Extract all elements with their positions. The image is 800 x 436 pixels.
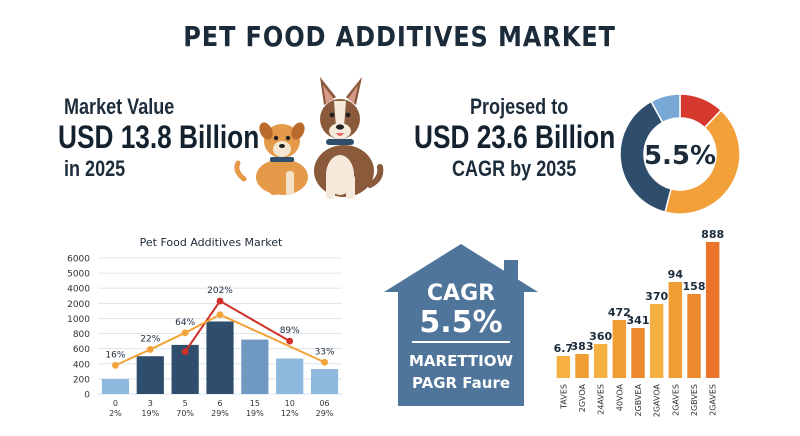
house-caption-line2: PAGR Faure <box>412 374 510 392</box>
x-tick-sublabel: 70% <box>176 409 194 418</box>
y-tick-label: 2000 <box>67 300 90 310</box>
x-tick-label: 2GVOA <box>578 383 587 412</box>
bar-value-label: 383 <box>571 340 594 353</box>
bar <box>649 304 664 378</box>
series-point <box>216 297 224 305</box>
house-chimney <box>504 260 518 286</box>
x-tick-label: 10 <box>285 399 295 408</box>
x-tick-label: 6 <box>217 399 222 408</box>
series-point <box>181 329 189 337</box>
y-tick-label: 800 <box>73 330 90 340</box>
bar <box>687 294 701 378</box>
x-tick-label: 2GAVES <box>671 384 680 416</box>
x-tick-label: 3 <box>148 399 153 408</box>
y-tick-label: 200 <box>73 375 90 385</box>
bar <box>575 354 589 378</box>
x-tick-label: 06 <box>319 399 329 408</box>
series-line <box>184 299 291 353</box>
series-point <box>321 358 328 366</box>
y-tick-label: 400 <box>73 360 90 370</box>
bar <box>101 378 130 394</box>
series-point <box>112 361 119 369</box>
x-tick-label: 24AVES <box>597 384 606 415</box>
projection-cagr-line: CAGR by 2035 <box>452 156 577 181</box>
x-tick-label: 0 <box>113 399 118 408</box>
bar <box>705 242 720 378</box>
bar <box>136 356 164 394</box>
bar <box>241 339 269 394</box>
y-tick-label: 5000 <box>67 270 90 280</box>
big-dog-icon <box>314 77 384 199</box>
bar-value-label: 360 <box>589 330 612 343</box>
bar <box>556 356 571 378</box>
bar <box>631 328 645 378</box>
x-tick-sublabel: 29% <box>211 409 229 418</box>
dogs-illustration <box>234 77 384 199</box>
x-tick-label: 2GBVES <box>690 384 699 416</box>
x-tick-sublabel: 2% <box>109 409 122 418</box>
series-point <box>146 346 154 353</box>
house-value: 5.5% <box>419 305 502 340</box>
point-label: 89% <box>280 326 300 336</box>
bar <box>593 344 608 378</box>
x-tick-sublabel: 19% <box>246 409 264 418</box>
x-tick-sublabel: 19% <box>141 409 159 418</box>
bar <box>668 282 683 378</box>
point-label: 202% <box>207 286 233 296</box>
house-title: CAGR <box>427 281 495 306</box>
point-label: 64% <box>175 318 195 328</box>
series-point <box>286 337 294 345</box>
bar-value-label: 94 <box>668 268 684 281</box>
y-tick-label: 600 <box>73 345 90 355</box>
x-tick-label: 2GBVEA <box>634 383 643 416</box>
x-tick-sublabel: 29% <box>316 409 334 418</box>
x-tick-label: 2GAVOA <box>653 383 662 417</box>
chart-title: Pet Food Additives Market <box>140 236 283 249</box>
market-value-amount: USD 13.8 Billion <box>58 119 260 155</box>
x-tick-label: TAVES <box>559 384 568 410</box>
donut-center-text: 5.5% <box>644 141 716 171</box>
cagr-house-badge: CAGR 5.5% MARETTIOW PAGR Faure <box>384 244 538 406</box>
market-value-label: Market Value <box>64 94 175 119</box>
x-tick-sublabel: 12% <box>281 409 299 418</box>
bar-value-label: 341 <box>627 314 650 327</box>
cagr-donut-chart: 5.5% <box>619 93 741 215</box>
point-label: 16% <box>105 350 125 360</box>
bar <box>612 320 627 378</box>
projection-amount: USD 23.6 Billion <box>414 119 616 155</box>
x-tick-label: 15 <box>250 399 260 408</box>
series-point <box>216 311 224 319</box>
x-tick-label: 40VOA <box>615 383 624 411</box>
y-tick-label: 1000 <box>67 315 90 325</box>
bar-value-label: 888 <box>701 228 724 241</box>
y-tick-label: 4000 <box>67 285 90 295</box>
bar <box>276 358 304 394</box>
series-point <box>181 348 189 356</box>
market-bar-line-chart: Pet Food Additives Market 0 200 400 600 800 1… <box>67 236 342 418</box>
bar-value-label: 370 <box>645 290 668 303</box>
house-caption-line1: MARETTIOW <box>409 352 513 370</box>
x-tick-label: 5 <box>183 399 188 408</box>
point-label: 33% <box>315 347 335 357</box>
y-tick-label: 6000 <box>67 255 90 265</box>
small-dog-icon <box>234 122 308 195</box>
point-label: 22% <box>140 334 160 344</box>
market-value-year: in 2025 <box>64 156 126 181</box>
x-tick-label: 2GAVES <box>709 384 718 416</box>
bar-value-label: 158 <box>683 280 706 293</box>
bar <box>310 369 339 394</box>
y-tick-label: 0 <box>84 391 90 401</box>
bar <box>206 321 234 394</box>
house-shape <box>384 244 538 406</box>
projection-label: Projesed to <box>470 94 569 119</box>
page-title: PET FOOD ADDITIVES MARKET <box>183 20 617 53</box>
bar-value-label: 6.7 <box>554 342 574 355</box>
bar-value-label: 472 <box>608 306 631 319</box>
